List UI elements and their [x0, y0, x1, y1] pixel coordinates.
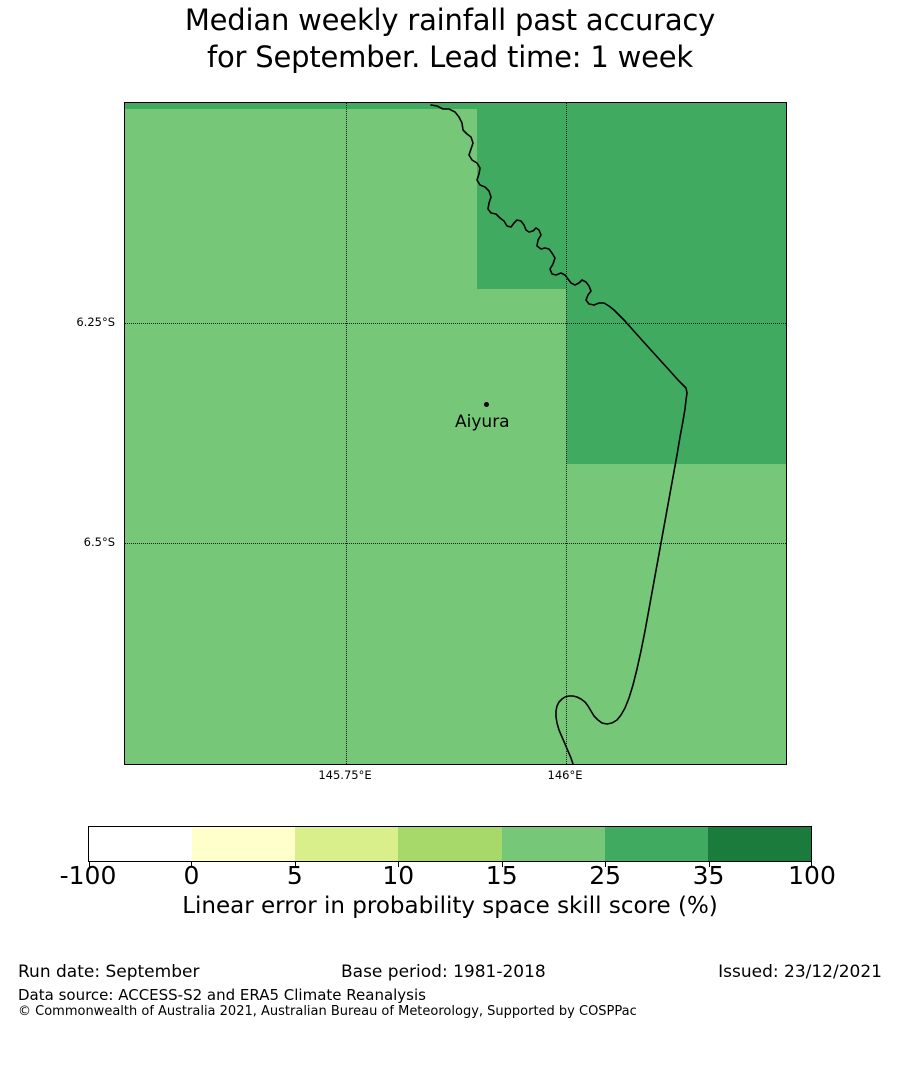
gridline-latitude-6-25 [125, 323, 786, 324]
city-marker-dot [484, 402, 489, 407]
colorbar-tick-10 [398, 862, 400, 867]
colorbar-tick-label-100: 100 [788, 861, 836, 890]
map-cell-darkgreen-c [656, 289, 786, 464]
y-tick-label-1: 6.5°S [83, 535, 115, 549]
colorbar-tick-label-5: 5 [286, 861, 303, 890]
footer-base-period: Base period: 1981-2018 [341, 962, 546, 982]
colorbar-segment-15-to-25 [501, 827, 605, 861]
y-tick-label-0: 6.25°S [76, 315, 115, 329]
footer-run-date: Run date: September [18, 962, 200, 982]
footer-copyright: © Commonwealth of Australia 2021, Austra… [18, 1004, 637, 1019]
footer-issued-date: Issued: 23/12/2021 [718, 962, 882, 982]
colorbar-tick-0 [191, 862, 193, 867]
footer-meta-row: Run date: September Base period: 1981-20… [18, 962, 882, 984]
map-canvas [125, 103, 786, 764]
city-label-aiyura: Aiyura [455, 412, 510, 432]
footer-data-source: Data source: ACCESS-S2 and ERA5 Climate … [18, 986, 426, 1004]
map-cell-top-strip [125, 103, 786, 109]
colorbar-tick-25 [605, 862, 607, 867]
gridline-longitude-146 [566, 103, 567, 764]
page-title: Median weekly rainfall past accuracy for… [184, 3, 716, 74]
colorbar-tick-100 [811, 862, 813, 867]
x-tick-label-0: 145.75°E [318, 768, 372, 782]
colorbar-tick-5 [294, 862, 296, 867]
colorbar-segment--100-to-0 [89, 827, 193, 861]
colorbar-segment-5-to-10 [295, 827, 399, 861]
colorbar-tick-label-35: 35 [692, 861, 725, 890]
x-tick-label-1: 146°E [547, 768, 583, 782]
colorbar-tick-15 [501, 862, 503, 867]
colorbar-tick-label--100: -100 [59, 861, 117, 890]
gridline-latitude-6-5 [125, 543, 786, 544]
colorbar-tick-label-0: 0 [183, 861, 200, 890]
colorbar [88, 826, 813, 867]
colorbar-tick-label-25: 25 [589, 861, 622, 890]
colorbar-tick-label-10: 10 [382, 861, 415, 890]
colorbar-segment-0-to-5 [192, 827, 296, 861]
colorbar-gradient [88, 826, 812, 862]
colorbar-segment-25-to-35 [604, 827, 708, 861]
colorbar-segment-35-to-100 [707, 827, 811, 861]
gridline-longitude-145-75 [346, 103, 347, 764]
colorbar-axis-label: Linear error in probability space skill … [182, 893, 718, 919]
colorbar-tick--100 [88, 862, 90, 867]
map-plot-area [124, 102, 787, 765]
coastline-boundary-line [430, 104, 688, 764]
colorbar-tick-label-15: 15 [485, 861, 518, 890]
colorbar-tick-35 [708, 862, 710, 867]
colorbar-segment-10-to-15 [398, 827, 502, 861]
